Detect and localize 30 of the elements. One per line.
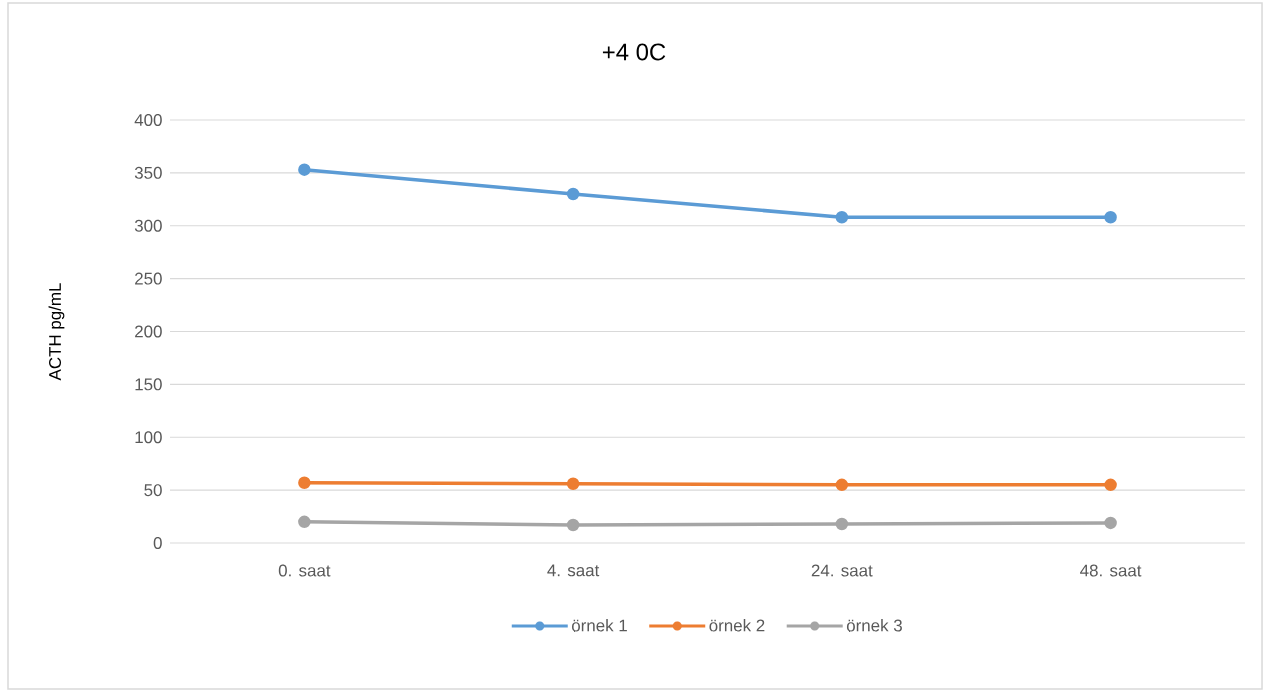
legend-label: örnek 3 xyxy=(846,619,902,632)
x-tick-label: 0. saat xyxy=(278,564,331,577)
point xyxy=(835,478,849,492)
point xyxy=(298,476,311,489)
point xyxy=(298,163,311,176)
x-tick-label: 24. saat xyxy=(811,564,873,577)
y-tick-label: 400 xyxy=(134,114,162,126)
point xyxy=(566,477,580,491)
chart-title: +4 0C xyxy=(602,43,666,61)
point xyxy=(1104,516,1117,530)
y-tick-label: 0 xyxy=(153,537,162,549)
y-tick-label: 250 xyxy=(135,272,162,285)
y-tick-label: 350 xyxy=(134,166,162,179)
point xyxy=(566,187,580,201)
point xyxy=(1104,478,1117,492)
point xyxy=(298,515,311,529)
point xyxy=(835,211,849,224)
legend-label: örnek 1 xyxy=(571,619,627,632)
x-tick-label: 4. saat xyxy=(547,564,600,577)
legend-label: örnek 2 xyxy=(709,619,765,632)
y-tick-label: 200 xyxy=(135,325,162,338)
x-tick-label: 48. saat xyxy=(1080,564,1142,577)
y-tick-label: 150 xyxy=(135,378,162,391)
y-tick-label: 100 xyxy=(135,431,162,444)
y-axis-title: ACTH pg/mL xyxy=(48,283,65,381)
point xyxy=(566,518,580,532)
y-tick-label: 50 xyxy=(144,484,162,497)
point xyxy=(835,517,849,531)
point xyxy=(1104,211,1117,224)
y-tick-label: 300 xyxy=(134,219,162,232)
